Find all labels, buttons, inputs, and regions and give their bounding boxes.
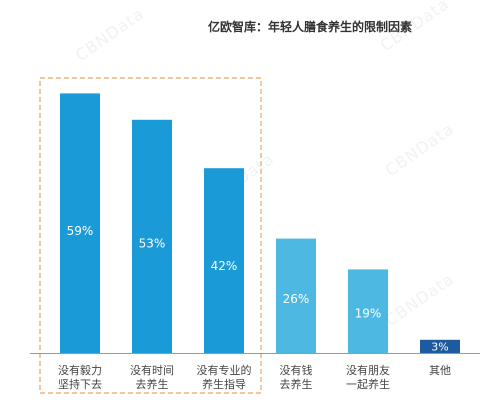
x-tick-label: 没有专业的 [197, 363, 252, 377]
data-label: 42% [211, 259, 238, 273]
bar [276, 238, 316, 353]
x-tick-label: 去养生 [136, 377, 169, 391]
x-tick-label: 去养生 [280, 377, 313, 391]
bar [204, 168, 244, 353]
chart-title: 亿欧智库：年轻人膳食养生的限制因素 [207, 20, 412, 34]
x-tick-label: 没有朋友 [346, 363, 390, 377]
data-label: 3% [431, 340, 448, 353]
highlight-box [39, 77, 262, 394]
x-tick-label: 没有钱 [280, 363, 313, 377]
x-tick-label: 没有毅力 [58, 363, 102, 377]
x-tick-label: 坚持下去 [58, 377, 102, 391]
x-tick-label: 没有时间 [130, 363, 174, 377]
bar [132, 119, 172, 353]
data-label: 59% [67, 224, 94, 238]
x-tick-label: 其他 [429, 364, 451, 377]
bar [420, 339, 460, 353]
x-tick-label: 养生指导 [202, 377, 246, 391]
bar [348, 269, 388, 353]
data-label: 19% [355, 307, 382, 321]
data-label: 26% [283, 292, 310, 306]
data-label: 53% [139, 236, 166, 250]
bar [60, 93, 100, 354]
x-tick-label: 一起养生 [346, 377, 390, 391]
